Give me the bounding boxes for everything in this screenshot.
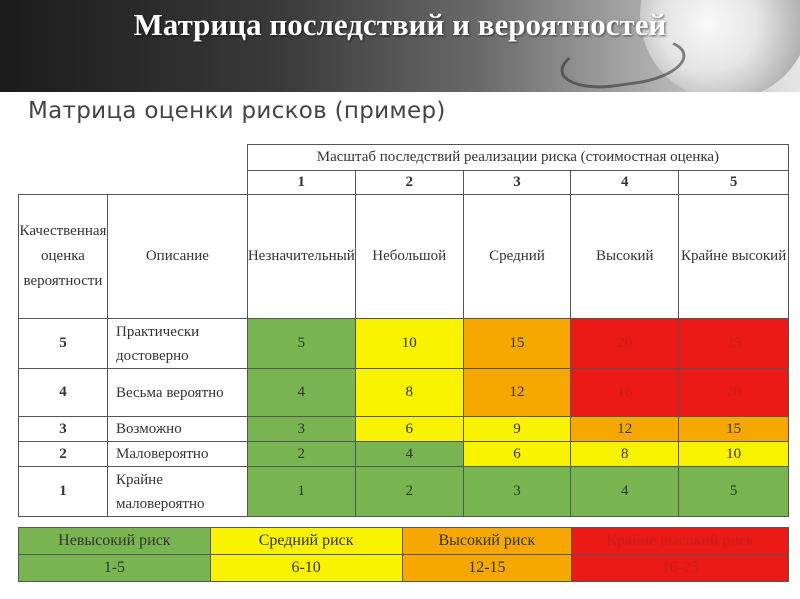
description-header: Описание bbox=[106, 194, 248, 319]
risk-score-cell: 6 bbox=[462, 441, 572, 467]
risk-score-cell: 6 bbox=[354, 416, 464, 442]
scale-header: Масштаб последствий реализации риска (ст… bbox=[246, 144, 790, 171]
consequence-header: Незначительный bbox=[246, 194, 356, 319]
risk-score-cell: 10 bbox=[354, 318, 464, 369]
blank-corner bbox=[19, 145, 248, 171]
scale-number: 3 bbox=[462, 170, 572, 195]
risk-score-cell: 3 bbox=[246, 416, 356, 442]
risk-score-cell: 1 bbox=[246, 466, 356, 517]
probability-level: 3 bbox=[18, 416, 108, 442]
probability-description: Весьма вероятно bbox=[106, 368, 248, 417]
legend-range: 12-15 bbox=[401, 554, 573, 582]
slide-subtitle: Матрица оценки рисков (пример) bbox=[28, 98, 446, 124]
legend-label: Крайне высокий риск bbox=[571, 527, 789, 555]
legend-range: 16-25 bbox=[571, 554, 789, 582]
probability-description: Маловероятно bbox=[106, 441, 248, 467]
risk-score-cell: 16 bbox=[570, 368, 680, 417]
risk-score-cell: 12 bbox=[462, 368, 572, 417]
matrix-row: 3 Возможно 3 6 9 12 15 bbox=[18, 416, 789, 442]
risk-score-cell: 8 bbox=[354, 368, 464, 417]
probability-description: Практически достоверно bbox=[106, 318, 248, 369]
risk-score-cell: 9 bbox=[462, 416, 572, 442]
risk-score-cell: 20 bbox=[678, 368, 789, 417]
risk-legend-table: Невысокий риск Средний риск Высокий риск… bbox=[18, 527, 789, 582]
globe-image bbox=[640, 0, 800, 92]
probability-level: 4 bbox=[18, 368, 108, 417]
legend-range: 6-10 bbox=[209, 554, 403, 582]
probability-description: Крайне маловероятно bbox=[106, 466, 248, 517]
consequence-header: Средний bbox=[462, 194, 572, 319]
slide-header: Матрица последствий и вероятностей bbox=[0, 0, 800, 92]
legend-range: 1-5 bbox=[18, 554, 211, 582]
risk-matrix-table: Масштаб последствий реализации риска (ст… bbox=[18, 144, 790, 517]
risk-score-cell: 15 bbox=[678, 416, 789, 442]
matrix-row: 2 Маловероятно 2 4 6 8 10 bbox=[18, 441, 789, 467]
legend-label: Средний риск bbox=[209, 527, 403, 555]
risk-score-cell: 2 bbox=[246, 441, 356, 467]
matrix-row: 4 Весьма вероятно 4 8 12 16 20 bbox=[18, 368, 789, 417]
probability-header: Качественная оценка вероятности bbox=[18, 194, 108, 319]
matrix-row: 1 Крайне маловероятно 1 2 3 4 5 bbox=[18, 466, 789, 517]
risk-score-cell: 8 bbox=[570, 441, 680, 467]
risk-score-cell: 2 bbox=[354, 466, 464, 517]
legend-label: Невысокий риск bbox=[18, 527, 211, 555]
matrix-row: 5 Практически достоверно 5 10 15 20 25 bbox=[18, 318, 789, 369]
probability-level: 2 bbox=[18, 441, 108, 467]
scale-number: 2 bbox=[354, 170, 464, 195]
risk-score-cell: 25 bbox=[678, 318, 789, 369]
blank-corner bbox=[19, 171, 248, 195]
probability-level: 1 bbox=[18, 466, 108, 517]
scale-number: 5 bbox=[678, 170, 789, 195]
scale-number: 1 bbox=[246, 170, 356, 195]
legend-label: Высокий риск bbox=[401, 527, 573, 555]
scale-number: 4 bbox=[570, 170, 680, 195]
consequence-header: Небольшой bbox=[354, 194, 464, 319]
risk-score-cell: 10 bbox=[678, 441, 789, 467]
consequence-header: Высокий bbox=[570, 194, 680, 319]
risk-score-cell: 20 bbox=[570, 318, 680, 369]
risk-score-cell: 4 bbox=[246, 368, 356, 417]
risk-score-cell: 12 bbox=[570, 416, 680, 442]
slide-title: Матрица последствий и вероятностей bbox=[133, 7, 667, 42]
risk-score-cell: 4 bbox=[354, 441, 464, 467]
risk-score-cell: 5 bbox=[678, 466, 789, 517]
consequence-header: Крайне высокий bbox=[678, 194, 789, 319]
risk-score-cell: 5 bbox=[246, 318, 356, 369]
risk-score-cell: 15 bbox=[462, 318, 572, 369]
risk-score-cell: 4 bbox=[570, 466, 680, 517]
probability-description: Возможно bbox=[106, 416, 248, 442]
risk-score-cell: 3 bbox=[462, 466, 572, 517]
probability-level: 5 bbox=[18, 318, 108, 369]
